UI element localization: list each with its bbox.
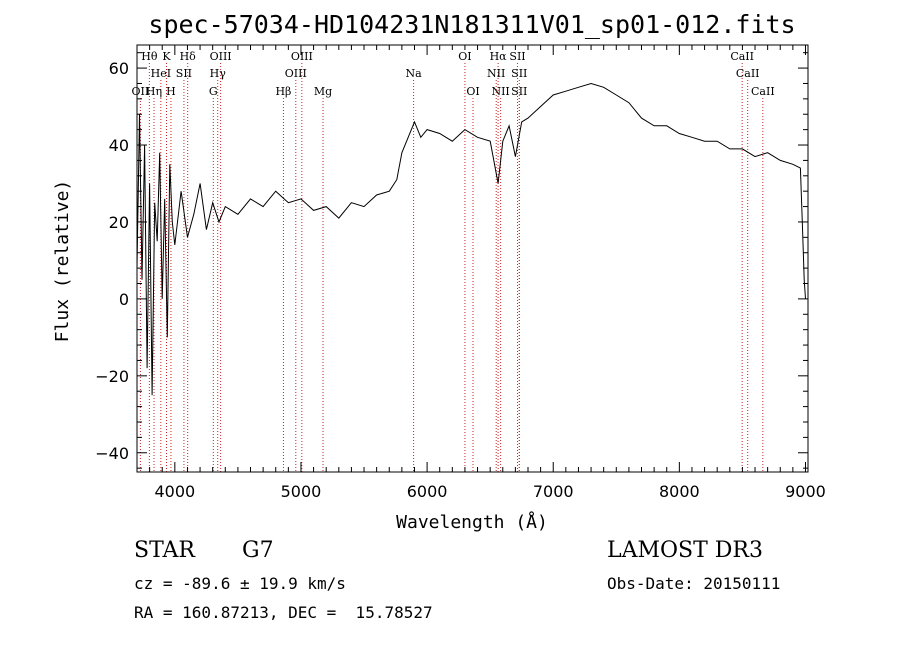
line-id-label: NII (491, 85, 509, 98)
y-tick-label: 0 (119, 290, 129, 309)
line-id-label: Hβ (275, 85, 291, 98)
x-tick-label: 9000 (785, 482, 826, 501)
object-subclass: G7 (242, 538, 274, 563)
line-id-label: Hγ (210, 67, 227, 80)
y-tick-label: −20 (95, 367, 129, 386)
line-id-label: Hη (146, 85, 162, 98)
line-id-label: NII (487, 67, 505, 80)
y-tick-label: 20 (109, 213, 129, 232)
line-id-label: OIII (210, 50, 232, 63)
plot-frame (136, 44, 809, 473)
x-axis-ticks: 4000 5000 6000 7000 8000 9000 (136, 45, 826, 501)
line-id-markers (139, 63, 764, 472)
line-id-label: SII (509, 50, 525, 63)
line-id-label: Hα (490, 50, 508, 63)
line-id-label: OI (466, 85, 479, 98)
line-id-label: OIII (291, 50, 313, 63)
line-id-label: CaII (730, 50, 754, 63)
ra-dec-coordinates: RA = 160.87213, DEC = 15.78527 (134, 603, 433, 622)
x-tick-label: 8000 (659, 482, 700, 501)
redshift-cz: cz = -89.6 ± 19.9 km/s (134, 574, 346, 593)
line-id-label: OIII (285, 67, 307, 80)
x-axis-label: Wavelength (Å) (396, 511, 548, 533)
line-id-label: SII (176, 67, 192, 80)
x-tick-label: 6000 (407, 482, 448, 501)
chart-title: spec-57034-HD104231N181311V01_sp01-012.f… (148, 10, 795, 39)
y-tick-label: 60 (109, 59, 129, 78)
line-id-label: Hδ (180, 50, 197, 63)
x-tick-label: 4000 (154, 482, 195, 501)
x-tick-label: 5000 (281, 482, 322, 501)
spectrum-series-line (136, 82, 806, 396)
observation-date: Obs-Date: 20150111 (607, 574, 781, 593)
line-id-label: H (166, 85, 176, 98)
line-id-label: Hθ (141, 50, 158, 63)
y-axis-label: Flux (relative) (52, 180, 73, 343)
line-id-label: G (209, 85, 218, 98)
line-id-label: OII (132, 85, 150, 98)
line-id-label: SII (511, 67, 527, 80)
object-class: STAR (134, 538, 195, 563)
line-id-label: Na (406, 67, 423, 80)
line-id-label: HeI (151, 67, 171, 80)
y-axis-ticks: −40 −20 0 20 40 60 (95, 52, 808, 469)
line-id-label: Mg (314, 85, 332, 98)
line-id-label: CaII (736, 67, 760, 80)
line-id-label: SII (511, 85, 527, 98)
survey-name: LAMOST DR3 (607, 538, 763, 563)
line-id-label: CaII (751, 85, 775, 98)
x-tick-label: 7000 (533, 482, 574, 501)
y-tick-label: 40 (109, 136, 129, 155)
y-tick-label: −40 (95, 444, 129, 463)
line-id-label: K (162, 50, 171, 63)
line-id-label: OI (458, 50, 471, 63)
